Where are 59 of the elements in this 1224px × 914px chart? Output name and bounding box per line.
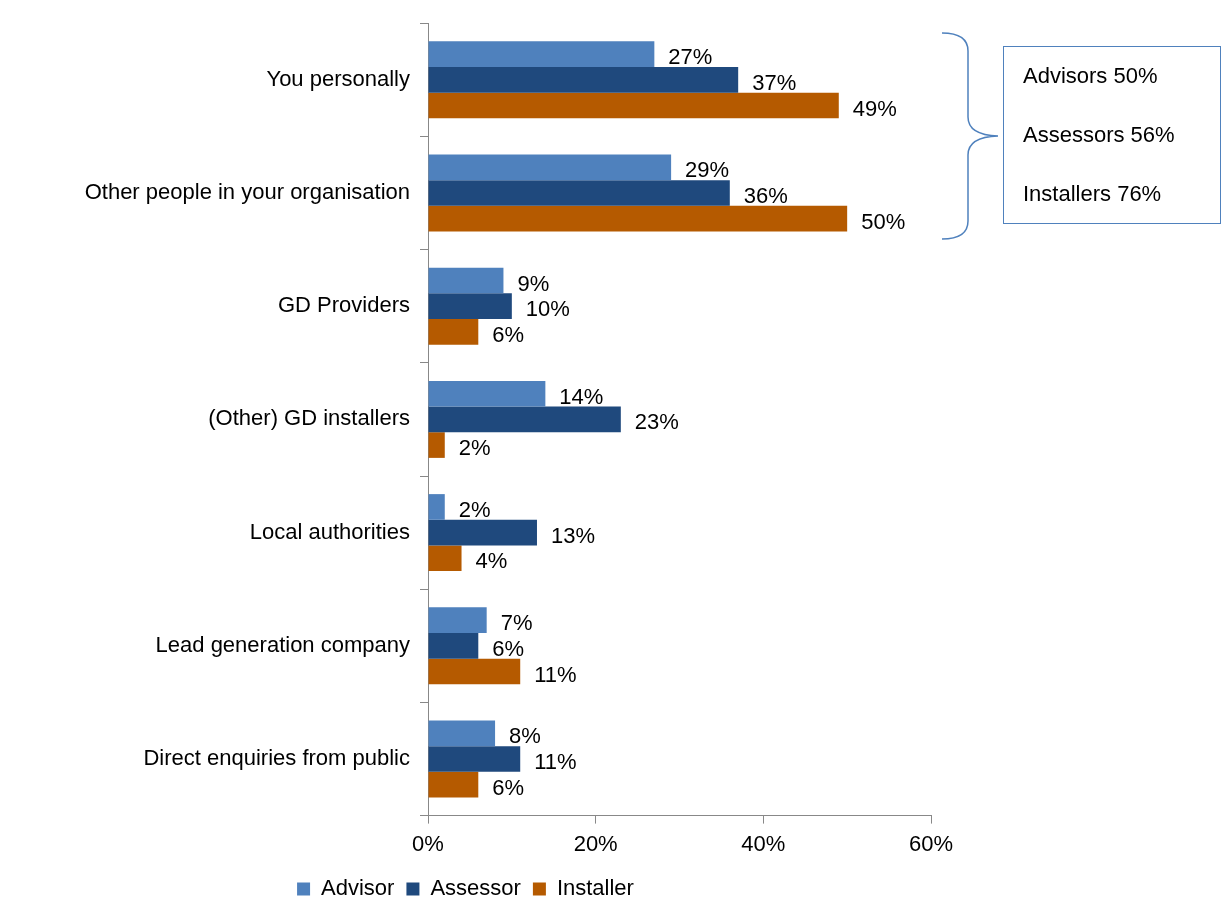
data-label: 11%	[534, 661, 577, 687]
bar	[428, 154, 672, 181]
x-tick-label: 40%	[741, 830, 786, 856]
text: Assessors 56%	[1023, 121, 1176, 149]
x-tick-label: 0%	[412, 830, 444, 856]
bar	[428, 380, 546, 407]
bar	[428, 406, 621, 433]
y-tick-label: You personally	[266, 65, 410, 91]
data-label: 10%	[525, 296, 570, 322]
bar	[428, 41, 655, 67]
data-label: 8%	[509, 723, 541, 749]
bar	[428, 293, 512, 320]
bar	[428, 205, 848, 232]
y-tick-label: GD Providers	[277, 292, 410, 318]
data-label: 23%	[634, 409, 679, 435]
bar	[428, 92, 839, 119]
bar	[428, 494, 445, 520]
bar	[428, 607, 487, 633]
bar	[428, 319, 479, 345]
bar	[428, 658, 521, 685]
bar	[428, 519, 537, 546]
bar	[428, 746, 521, 772]
data-label: 6%	[492, 635, 525, 661]
y-tick-label: (Other) GD installers	[208, 405, 410, 431]
bar	[428, 545, 462, 572]
data-label: 9%	[517, 270, 550, 296]
bar	[428, 180, 730, 206]
data-label: 7%	[500, 610, 533, 636]
data-label: 2%	[458, 497, 491, 522]
data-label: 11%	[534, 749, 577, 775]
y-tick-label: Lead generation company	[155, 631, 410, 657]
bar	[428, 432, 445, 458]
data-label: 4%	[475, 548, 508, 574]
legend-label: Assessor	[430, 875, 521, 901]
data-label: 36%	[743, 183, 788, 209]
y-tick-label: Local authorities	[249, 518, 410, 544]
text: Installers 76%	[1023, 180, 1163, 208]
legend-label: Advisor	[321, 875, 395, 901]
data-label: 29%	[685, 157, 730, 183]
bar	[428, 66, 739, 93]
data-label: 49%	[852, 95, 897, 121]
data-label: 6%	[492, 774, 525, 800]
legend-label: Installer	[556, 875, 634, 901]
bar	[428, 771, 479, 798]
bar	[428, 632, 479, 659]
data-label: 13%	[550, 522, 596, 548]
bar	[428, 267, 504, 294]
x-tick-label: 60%	[908, 830, 954, 856]
y-tick-label: Direct enquiries from public	[143, 745, 410, 771]
data-label: 14%	[559, 383, 604, 409]
data-label: 37%	[752, 69, 797, 95]
y-tick-label: Other people in your organisation	[84, 179, 410, 205]
bar	[428, 720, 496, 747]
data-label: 27%	[668, 44, 713, 70]
data-label: 50%	[861, 208, 906, 234]
x-tick-label: 20%	[573, 830, 618, 856]
data-label: 2%	[458, 435, 491, 461]
data-label: 6%	[492, 321, 525, 347]
text: Advisors 50%	[1023, 62, 1159, 90]
